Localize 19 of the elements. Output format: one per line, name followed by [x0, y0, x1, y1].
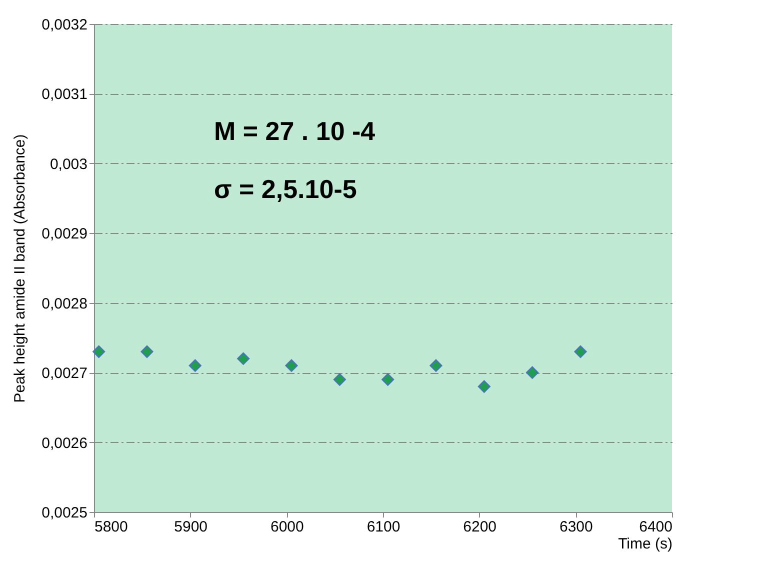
x-axis-title: Time (s) [618, 536, 672, 552]
x-tick-label: 6100 [366, 518, 400, 536]
y-tick-label: 0,0029 [42, 226, 88, 243]
y-tick-label: 0,0025 [42, 504, 88, 522]
y-tick-label: 0,0027 [42, 365, 88, 382]
y-axis-title: Peak height amide II band (Absorbance) [12, 134, 29, 403]
x-tick-label: 6400 [639, 518, 672, 536]
y-tick-label: 0,003 [50, 156, 88, 173]
y-tick-label: 0,0031 [42, 86, 88, 104]
annotation: M = 27 . 10 -4 [214, 116, 376, 146]
y-tick-label: 0,0028 [42, 295, 88, 312]
x-tick-label: 5900 [174, 518, 208, 536]
annotation: σ = 2,5.10-5 [214, 174, 357, 204]
x-tick-label: 5800 [94, 518, 128, 536]
y-tick-label: 0,0032 [42, 16, 88, 34]
y-tick-label: 0,0026 [42, 434, 88, 452]
x-tick-label: 6000 [270, 518, 304, 536]
x-tick-label: 6200 [463, 518, 497, 536]
x-tick-label: 6300 [559, 518, 593, 536]
